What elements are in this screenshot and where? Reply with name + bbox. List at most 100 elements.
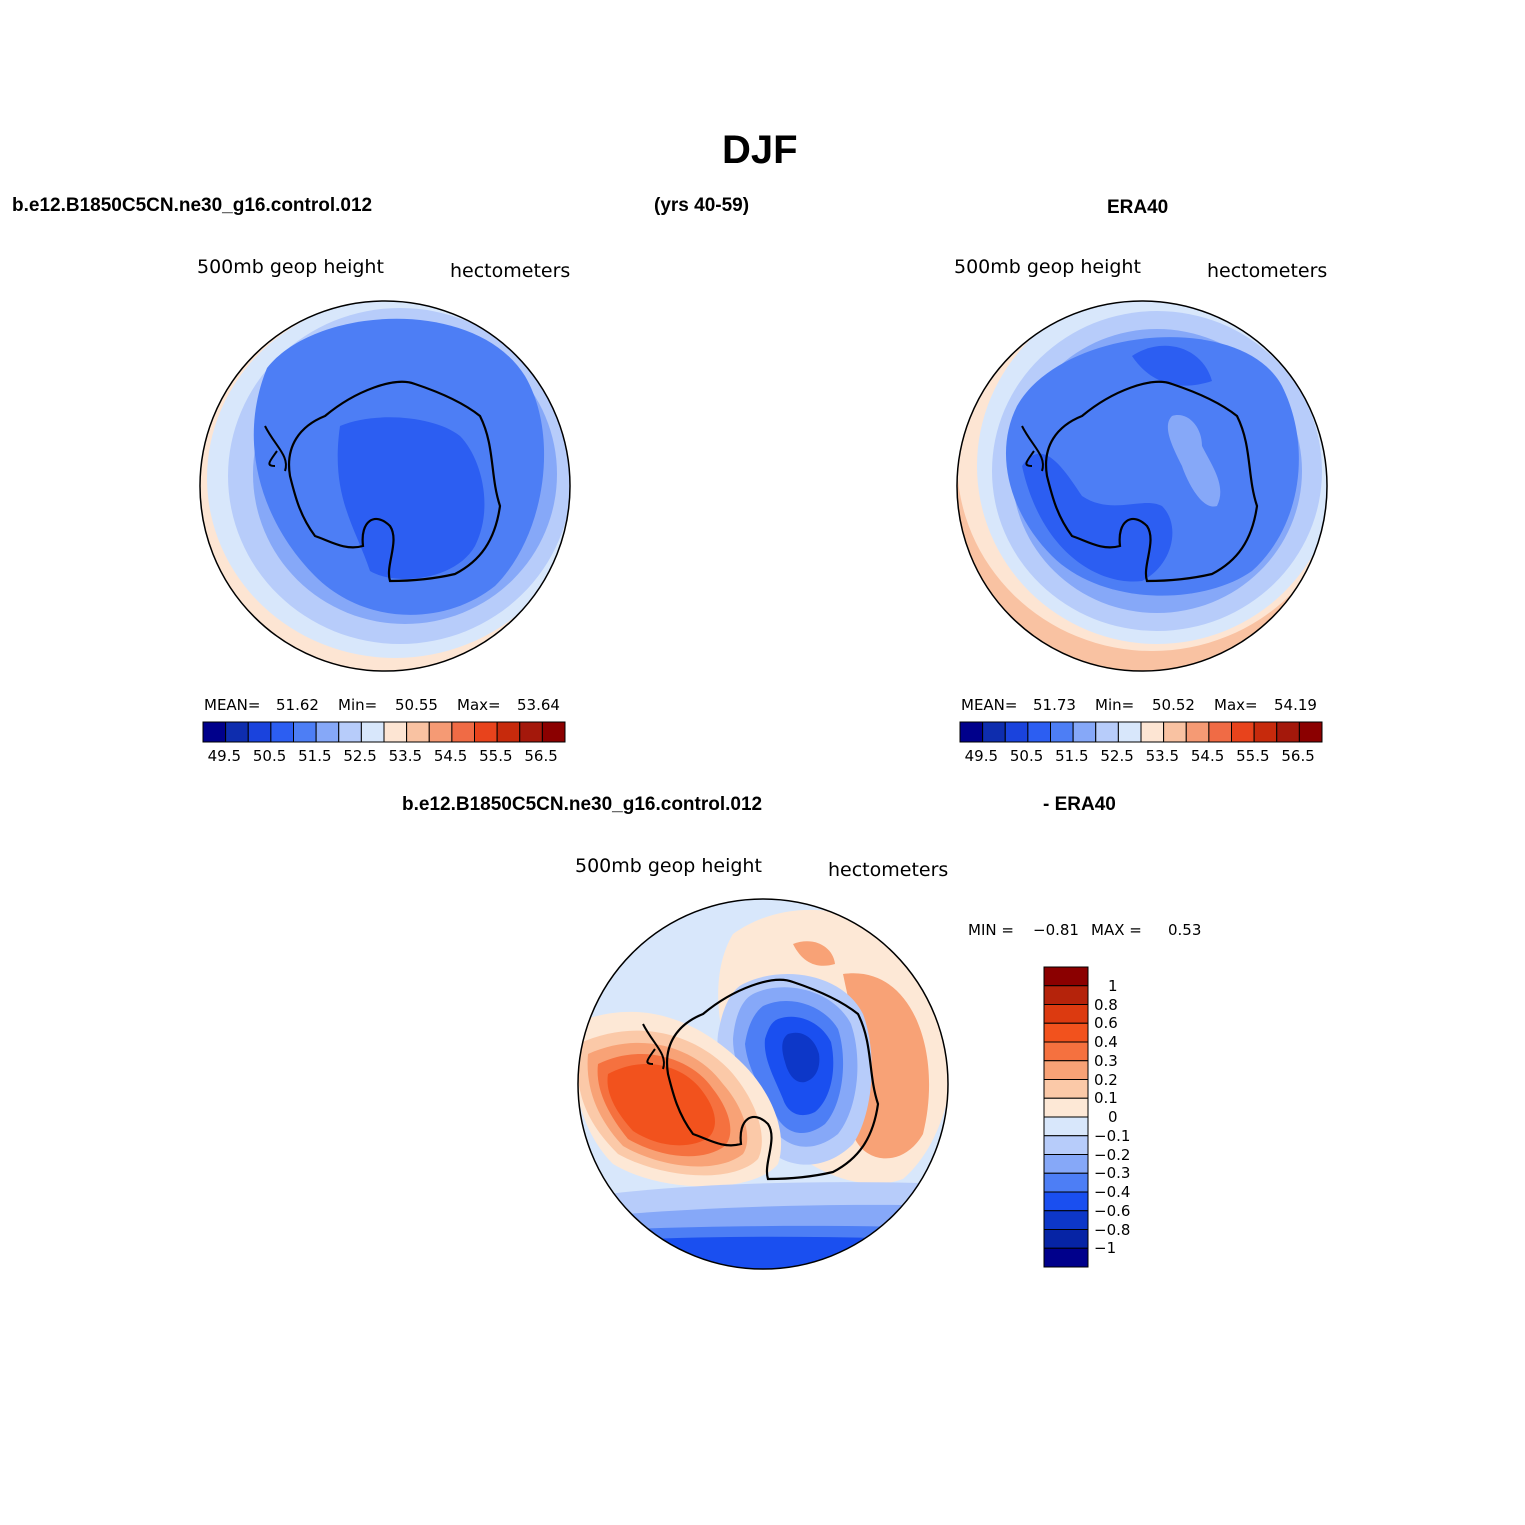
- colorbar-tick-label: 0: [1108, 1108, 1118, 1126]
- colorbar-swatch: [1043, 1210, 1089, 1230]
- colorbar-swatch: [1276, 721, 1300, 743]
- colorbar-swatch: [1043, 1116, 1089, 1137]
- colorbar-swatch: [1043, 1172, 1089, 1193]
- model-polar-map: [199, 300, 571, 672]
- model-mean-value: 51.62: [276, 696, 319, 714]
- right-header: ERA40: [1107, 197, 1169, 218]
- diff-min-value: −0.81: [1033, 921, 1079, 939]
- colorbar-tick-label: 1: [1108, 976, 1118, 995]
- colorbar-swatch: [1231, 721, 1255, 743]
- antarctica-coastline: [287, 380, 502, 583]
- colorbar-swatch: [982, 721, 1006, 743]
- colorbar-tick-label: 51.5: [1055, 747, 1089, 765]
- colorbar-swatch: [315, 721, 340, 743]
- colorbar-swatch: [1004, 721, 1029, 743]
- colorbar-swatch: [1043, 1135, 1089, 1155]
- colorbar-tick-label: −0.1: [1094, 1126, 1131, 1145]
- colorbar-swatch: [225, 721, 249, 743]
- colorbar-swatch: [1208, 721, 1232, 743]
- colorbar-swatch: [1043, 1154, 1089, 1174]
- colorbar-tick-label: 56.5: [524, 747, 558, 765]
- figure-title: DJF: [722, 128, 798, 172]
- colorbar-swatch: [1117, 721, 1142, 743]
- colorbar-tick-label: 0.6: [1094, 1014, 1118, 1033]
- colorbar-tick-label: 50.5: [252, 747, 287, 765]
- colorbar-tick-label: 52.5: [1100, 747, 1134, 765]
- diff-units-label: hectometers: [828, 859, 949, 881]
- antarctica-coastline: [1044, 380, 1259, 583]
- obs-polar-map: [956, 300, 1328, 672]
- obs-min-value: 50.52: [1152, 696, 1195, 714]
- difference-colorbar: [1043, 966, 1089, 1268]
- colorbar-swatch: [496, 721, 521, 743]
- left-header: b.e12.B1850C5CN.ne30_g16.control.012: [12, 195, 373, 216]
- model-max-value: 53.64: [517, 696, 560, 714]
- colorbar-tick-label: 54.5: [433, 747, 468, 765]
- colorbar-swatch: [1043, 1079, 1089, 1099]
- colorbar-swatch: [247, 721, 272, 743]
- obs-min-label: Min=: [1095, 696, 1135, 714]
- colorbar-tick-label: 0.4: [1094, 1033, 1118, 1051]
- colorbar-swatch: [1043, 1247, 1089, 1268]
- colorbar-swatch: [270, 721, 294, 743]
- model-min-label: Min=: [338, 696, 378, 714]
- colorbar-swatch: [1043, 1097, 1089, 1118]
- colorbar-swatch: [202, 721, 227, 743]
- colorbar-swatch: [1043, 1041, 1089, 1062]
- colorbar-tick-label: 55.5: [479, 747, 513, 765]
- years-header: (yrs 40-59): [654, 195, 750, 216]
- difference-polar-map: [577, 898, 949, 1270]
- colorbar-swatch: [1043, 1022, 1089, 1043]
- colorbar-swatch: [1050, 721, 1074, 743]
- colorbar-tick-label: 49.5: [964, 747, 999, 765]
- colorbar-tick-label: −0.4: [1094, 1183, 1131, 1201]
- colorbar-swatch: [451, 721, 475, 743]
- colorbar-tick-label: −0.8: [1094, 1220, 1131, 1239]
- colorbar-tick-label: 0.8: [1094, 995, 1118, 1014]
- obs-mean-value: 51.73: [1033, 696, 1076, 714]
- colorbar-swatch: [428, 721, 453, 743]
- colorbar-swatch: [1043, 985, 1089, 1005]
- colorbar-swatch: [1095, 721, 1119, 743]
- colorbar-swatch: [1043, 1004, 1089, 1024]
- obs-max-value: 54.19: [1274, 696, 1317, 714]
- colorbar-swatch: [338, 721, 362, 743]
- diff-header-left: b.e12.B1850C5CN.ne30_g16.control.012: [402, 794, 763, 815]
- colorbar-tick-label: −0.6: [1094, 1201, 1131, 1220]
- colorbar-tick-label: 53.5: [1145, 747, 1180, 765]
- colorbar-swatch: [1072, 721, 1097, 743]
- colorbar-swatch: [1027, 721, 1051, 743]
- model-variable-label: 500mb geop height: [197, 256, 384, 278]
- model-units-label: hectometers: [450, 260, 571, 282]
- colorbar-tick-label: −1: [1094, 1239, 1117, 1258]
- obs-variable-label: 500mb geop height: [954, 256, 1141, 278]
- diff-max-value: 0.53: [1168, 921, 1202, 939]
- colorbar-swatch: [406, 721, 430, 743]
- colorbar-tick-label: 0.1: [1094, 1089, 1118, 1108]
- diff-max-label: MAX =: [1091, 921, 1142, 939]
- colorbar-swatch: [541, 721, 566, 743]
- colorbar-swatch: [1043, 1191, 1089, 1212]
- colorbar-swatch: [1140, 721, 1165, 743]
- model-max-label: Max=: [457, 696, 501, 714]
- colorbar-tick-label: 53.5: [388, 747, 423, 765]
- colorbar-tick-label: −0.3: [1094, 1164, 1131, 1183]
- colorbar-tick-label: 56.5: [1281, 747, 1315, 765]
- colorbar-tick-label: −0.2: [1094, 1145, 1131, 1164]
- antarctica-coastline: [665, 978, 880, 1181]
- obs-max-label: Max=: [1214, 696, 1258, 714]
- colorbar-tick-label: 50.5: [1009, 747, 1044, 765]
- colorbar-tick-label: 55.5: [1236, 747, 1270, 765]
- colorbar-swatch: [1043, 1060, 1089, 1080]
- colorbar-tick-label: 54.5: [1190, 747, 1225, 765]
- colorbar-swatch: [1043, 1229, 1089, 1249]
- diff-variable-label: 500mb geop height: [575, 855, 762, 877]
- colorbar-tick-label: 51.5: [298, 747, 332, 765]
- colorbar-tick-label: 0.2: [1094, 1070, 1118, 1089]
- colorbar-tick-label: 49.5: [207, 747, 242, 765]
- colorbar-tick-label: 52.5: [343, 747, 377, 765]
- colorbar-swatch: [293, 721, 317, 743]
- obs-colorbar: [959, 721, 1323, 743]
- colorbar-swatch: [360, 721, 385, 743]
- colorbar-swatch: [1253, 721, 1278, 743]
